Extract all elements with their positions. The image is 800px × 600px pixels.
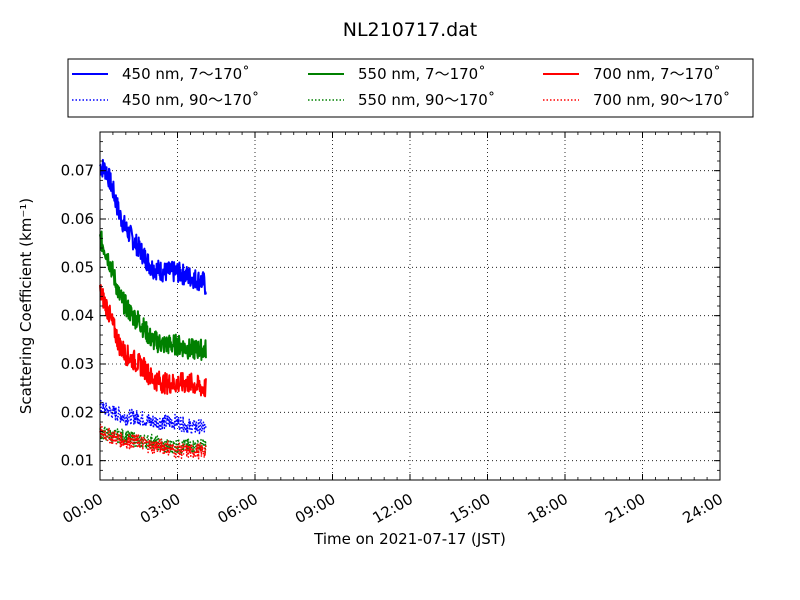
legend-label: 550 nm, 7～170˚ bbox=[358, 65, 486, 83]
legend-label: 550 nm, 90～170˚ bbox=[358, 91, 495, 109]
legend-label: 450 nm, 90～170˚ bbox=[122, 91, 259, 109]
series-line-3 bbox=[99, 230, 207, 361]
y-axis-label: Scattering Coefficient (km⁻¹) bbox=[17, 198, 35, 414]
series-line-4 bbox=[99, 425, 207, 455]
y-tick-label: 0.06 bbox=[61, 210, 94, 228]
series-line-6 bbox=[99, 423, 207, 460]
legend-label: 700 nm, 90～170˚ bbox=[593, 91, 730, 109]
y-tick-label: 0.07 bbox=[61, 162, 94, 180]
series-line-5 bbox=[99, 284, 207, 398]
chart-title: NL210717.dat bbox=[343, 19, 478, 41]
y-tick-label: 0.04 bbox=[61, 307, 94, 325]
legend-label: 700 nm, 7～170˚ bbox=[593, 65, 721, 83]
y-tick-label: 0.03 bbox=[61, 355, 94, 373]
y-tick-label: 0.02 bbox=[61, 403, 94, 421]
legend: 450 nm, 7～170˚ 450 nm, 90～170˚ 550 nm, 7～1… bbox=[67, 58, 754, 118]
series-line-2 bbox=[99, 399, 207, 436]
y-tick-label: 0.05 bbox=[61, 258, 94, 276]
grid bbox=[100, 132, 720, 480]
x-axis-label: Time on 2021-07-17 (JST) bbox=[313, 530, 506, 548]
legend-box bbox=[67, 58, 754, 118]
legend-label: 450 nm, 7～170˚ bbox=[122, 65, 250, 83]
series-line-1 bbox=[99, 158, 207, 295]
y-tick-label: 0.01 bbox=[61, 452, 94, 470]
series-lines bbox=[99, 158, 207, 460]
